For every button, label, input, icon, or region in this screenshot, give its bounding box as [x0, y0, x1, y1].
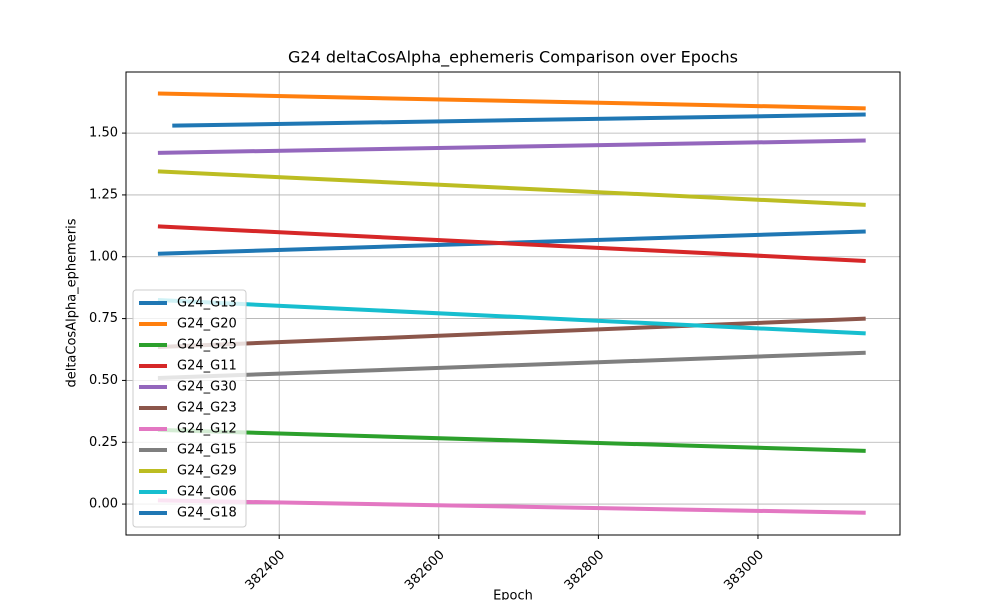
series-line	[157, 427, 866, 453]
legend-label: G24_G23	[177, 401, 237, 416]
x-tick-label: 382600	[402, 547, 448, 593]
legend-label: G24_G13	[177, 296, 237, 311]
legend-label: G24_G12	[177, 422, 237, 437]
y-tick-label: 0.50	[89, 373, 118, 388]
legend-label: G24_G18	[177, 506, 237, 521]
legend-label: G24_G11	[177, 359, 237, 374]
plot-frame	[125, 71, 901, 536]
x-tick-label: 382400	[243, 547, 289, 593]
series-line	[157, 138, 866, 155]
y-axis-label: deltaCosAlpha_ephemeris	[65, 218, 80, 387]
legend-label: G24_G15	[177, 443, 237, 458]
legend-label: G24_G25	[177, 338, 237, 353]
series-line	[157, 316, 866, 350]
y-tick-label: 0.75	[89, 311, 118, 326]
legend-label: G24_G29	[177, 464, 237, 479]
series-line	[157, 350, 866, 380]
series-line	[172, 112, 866, 128]
series-line	[157, 498, 866, 515]
legend-label: G24_G20	[177, 317, 237, 332]
y-tick-label: 0.25	[89, 435, 118, 450]
chart-title: G24 deltaCosAlpha_ephemeris Comparison o…	[288, 48, 738, 68]
series-line	[157, 91, 866, 111]
y-tick-label: 1.25	[89, 187, 118, 202]
x-axis-label: Epoch	[493, 589, 533, 600]
legend-label: G24_G30	[177, 380, 237, 395]
x-tick-label: 383000	[721, 547, 767, 593]
y-tick-label: 1.00	[89, 249, 118, 264]
x-tick-label: 382800	[562, 547, 608, 593]
series-line	[157, 298, 866, 336]
series-line	[157, 169, 866, 207]
legend-label: G24_G06	[177, 485, 237, 500]
y-tick-label: 1.50	[89, 126, 118, 141]
legend: G24_G13 G24_G20 G24_G25 G24_G11 G24_G30 G24_G…	[132, 289, 247, 528]
series-line	[157, 224, 866, 263]
y-tick-label: 0.00	[89, 497, 118, 512]
legend-box	[132, 289, 247, 528]
